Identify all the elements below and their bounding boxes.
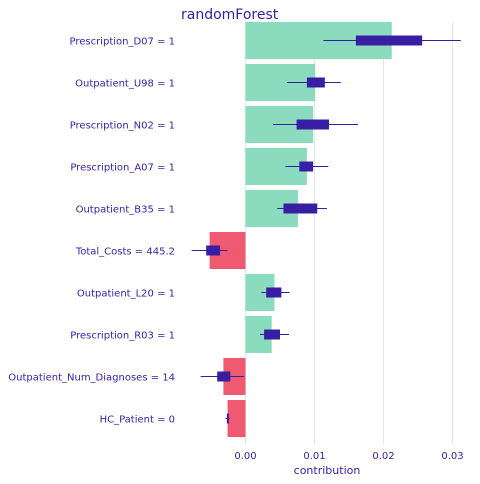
x-axis-label: contribution [294, 464, 361, 477]
boxplot-box [266, 287, 282, 298]
x-tick-label: 0.01 [303, 451, 325, 462]
boxplot-box [206, 245, 220, 256]
y-tick-label: Outpatient_B35 = 1 [76, 205, 175, 216]
boxplot-box [264, 329, 280, 340]
boxplot-box [226, 413, 229, 424]
boxplot-box [355, 35, 423, 46]
y-tick-label: Outpatient_L20 = 1 [77, 289, 175, 300]
x-tick-label: 0.03 [441, 451, 463, 462]
boxplot-layer [191, 35, 461, 424]
x-tick-label: 0.00 [234, 451, 256, 462]
y-tick-label: Outpatient_U98 = 1 [75, 79, 175, 90]
contribution-bar [227, 400, 246, 437]
y-tick-label: HC_Patient = 0 [100, 415, 175, 426]
boxplot-box [296, 119, 329, 130]
y-tick-label: Prescription_R03 = 1 [70, 331, 175, 342]
y-tick-label: Total_Costs = 445.2 [75, 247, 175, 258]
boxplot-box [217, 371, 231, 382]
chart-title: randomForest [181, 7, 279, 23]
y-tick-label: Prescription_D07 = 1 [69, 37, 175, 48]
y-tick-label: Prescription_A07 = 1 [70, 163, 175, 174]
boxplot-box [306, 77, 325, 88]
x-tick-label: 0.02 [372, 451, 394, 462]
bar-layer [209, 22, 392, 437]
x-tick-labels: 0.00 0.01 0.02 0.03 [234, 451, 463, 462]
boxplot-box [299, 161, 314, 172]
y-tick-label: Prescription_N02 = 1 [70, 121, 175, 132]
y-tick-label: Outpatient_Num_Diagnoses = 14 [8, 373, 175, 384]
y-tick-labels: Prescription_D07 = 1 Outpatient_U98 = 1 Pr… [8, 37, 175, 426]
boxplot-box [283, 203, 318, 214]
